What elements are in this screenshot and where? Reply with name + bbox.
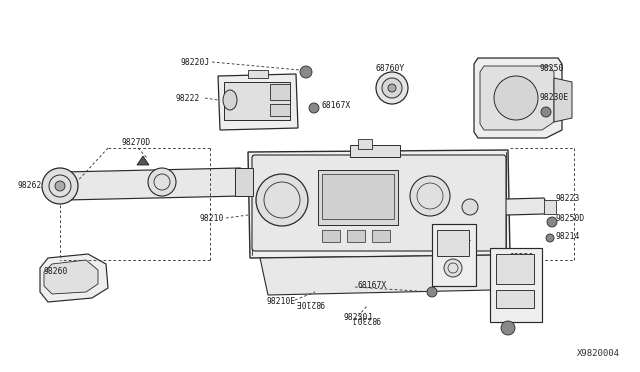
Text: 98210E: 98210E xyxy=(296,298,324,307)
Text: 98260: 98260 xyxy=(44,267,68,276)
Text: 98222: 98222 xyxy=(175,93,200,103)
Text: 98231: 98231 xyxy=(448,234,472,243)
Bar xyxy=(322,230,340,242)
Bar xyxy=(235,168,253,196)
Bar xyxy=(490,248,542,322)
Circle shape xyxy=(444,259,462,277)
Circle shape xyxy=(501,321,515,335)
Text: 98223: 98223 xyxy=(556,193,580,202)
Circle shape xyxy=(547,217,557,227)
Bar xyxy=(270,84,290,100)
Polygon shape xyxy=(480,66,554,130)
Bar xyxy=(437,230,469,256)
Polygon shape xyxy=(260,255,500,295)
Text: 98230J: 98230J xyxy=(344,314,372,323)
Text: 98210E: 98210E xyxy=(267,298,296,307)
Bar xyxy=(318,170,398,225)
Bar xyxy=(496,290,534,308)
Text: 98270D: 98270D xyxy=(122,138,151,147)
Text: 98214: 98214 xyxy=(556,231,580,241)
Circle shape xyxy=(376,72,408,104)
Polygon shape xyxy=(40,254,108,302)
Circle shape xyxy=(256,174,308,226)
Bar xyxy=(270,104,290,116)
Text: 98240H: 98240H xyxy=(505,299,534,308)
Circle shape xyxy=(55,181,65,191)
Text: 98230J: 98230J xyxy=(351,314,381,323)
Circle shape xyxy=(309,103,319,113)
Polygon shape xyxy=(218,74,298,130)
Text: 98262: 98262 xyxy=(18,180,42,189)
Polygon shape xyxy=(554,78,572,122)
Polygon shape xyxy=(44,260,98,294)
Bar xyxy=(224,82,290,120)
Bar xyxy=(350,145,400,157)
Circle shape xyxy=(546,234,554,242)
Text: 68167X: 68167X xyxy=(322,100,351,109)
Circle shape xyxy=(148,168,176,196)
Text: 98230: 98230 xyxy=(510,253,534,263)
Circle shape xyxy=(462,199,478,215)
Bar xyxy=(544,200,556,214)
Bar xyxy=(432,224,476,286)
Bar xyxy=(372,230,390,242)
Polygon shape xyxy=(60,168,250,200)
Polygon shape xyxy=(466,198,548,216)
Polygon shape xyxy=(474,58,562,138)
Text: X9820004: X9820004 xyxy=(577,349,620,358)
Bar xyxy=(358,139,372,149)
Bar xyxy=(496,254,534,284)
Bar xyxy=(248,70,268,78)
Bar xyxy=(347,230,365,242)
Text: 98230E: 98230E xyxy=(540,93,569,102)
Text: 98220J: 98220J xyxy=(180,58,210,67)
Circle shape xyxy=(388,84,396,92)
FancyBboxPatch shape xyxy=(252,155,506,251)
Bar xyxy=(322,174,394,219)
Polygon shape xyxy=(248,150,510,258)
Circle shape xyxy=(494,76,538,120)
Text: 68760Y: 68760Y xyxy=(376,64,404,73)
Circle shape xyxy=(541,107,551,117)
Text: 68167X: 68167X xyxy=(358,282,387,291)
Text: 98210: 98210 xyxy=(200,214,224,222)
Circle shape xyxy=(42,168,78,204)
Polygon shape xyxy=(137,156,149,165)
Ellipse shape xyxy=(223,90,237,110)
Circle shape xyxy=(427,287,437,297)
Text: 98250D: 98250D xyxy=(556,214,585,222)
Text: 98250: 98250 xyxy=(540,64,564,73)
Circle shape xyxy=(300,66,312,78)
Circle shape xyxy=(410,176,450,216)
Circle shape xyxy=(382,78,402,98)
